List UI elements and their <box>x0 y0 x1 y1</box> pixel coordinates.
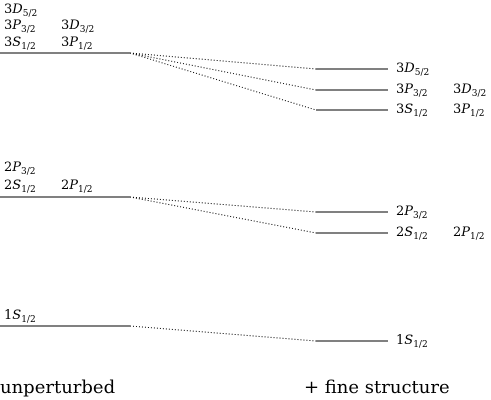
caption-fine-structure: + fine structure <box>304 377 450 398</box>
connector-n3-j32 <box>129 52 317 91</box>
label-2S1-2: 2S1/2 <box>4 178 36 195</box>
fine-label-3P1-2: 3P1/2 <box>453 102 485 119</box>
fine-label-3D5-2: 3D5/2 <box>396 61 429 78</box>
label-3P1-2: 3P1/2 <box>61 35 93 52</box>
n2-group: 2P3/2 2S1/2 2P1/2 2P3/2 2S1/2 2P1/2 <box>0 160 485 242</box>
connector-n1 <box>129 325 317 342</box>
fine-label-2S1-2: 2S1/2 <box>396 225 428 242</box>
label-3P3-2: 3P3/2 <box>4 18 36 35</box>
connector-n2-j12 <box>129 196 317 234</box>
fine-label-3D3-2: 3D3/2 <box>453 82 486 99</box>
label-3S1-2: 3S1/2 <box>4 35 36 52</box>
connector-n3-d52 <box>129 52 317 70</box>
fine-label-1S1-2: 1S1/2 <box>396 333 428 350</box>
label-3D3-2: 3D3/2 <box>61 18 94 35</box>
n1-group: 1S1/2 1S1/2 <box>0 308 428 350</box>
label-3D5-2: 3D5/2 <box>4 2 37 19</box>
fine-label-2P1-2: 2P1/2 <box>453 225 485 242</box>
n3-group: 3D5/2 3P3/2 3D3/2 3S1/2 3P1/2 3D5/2 3P3/… <box>0 2 486 119</box>
connector-n2-j32 <box>129 196 317 213</box>
label-2P1-2: 2P1/2 <box>61 178 93 195</box>
fine-label-3P3-2: 3P3/2 <box>396 82 428 99</box>
caption-unperturbed: unperturbed <box>0 377 115 398</box>
label-2P3-2: 2P3/2 <box>4 160 36 177</box>
connector-n3-j12 <box>129 52 317 111</box>
fine-label-2P3-2: 2P3/2 <box>396 204 428 221</box>
label-1S1-2: 1S1/2 <box>4 308 36 325</box>
fine-label-3S1-2: 3S1/2 <box>396 102 428 119</box>
